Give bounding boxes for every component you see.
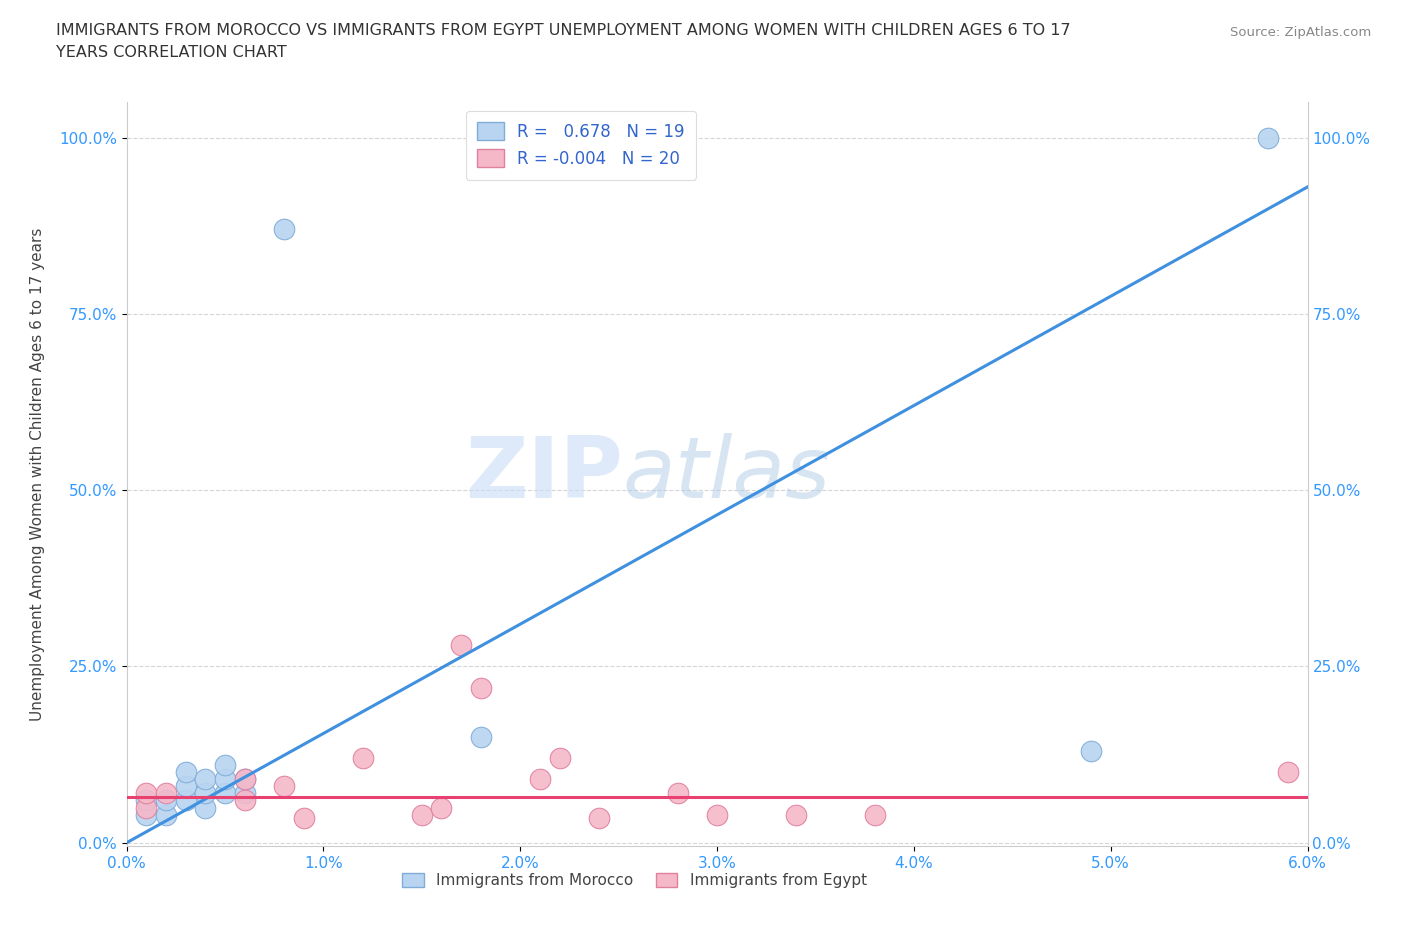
Point (450, 638, 472, 653)
Point (411, 807, 433, 822)
Point (785, 807, 807, 822)
Legend: Immigrants from Morocco, Immigrants from Egypt: Immigrants from Morocco, Immigrants from… (396, 867, 873, 895)
Point (470, 680, 492, 695)
Point (233, 772, 256, 787)
Point (135, 800, 157, 815)
Point (174, 779, 197, 794)
Point (194, 800, 217, 815)
Point (214, 786, 236, 801)
Text: IMMIGRANTS FROM MOROCCO VS IMMIGRANTS FROM EGYPT UNEMPLOYMENT AMONG WOMEN WITH C: IMMIGRANTS FROM MOROCCO VS IMMIGRANTS FR… (56, 23, 1071, 38)
Point (588, 811, 610, 826)
Point (273, 221, 295, 236)
Point (273, 779, 295, 794)
Point (174, 764, 197, 779)
Text: YEARS CORRELATION CHART: YEARS CORRELATION CHART (56, 45, 287, 60)
Y-axis label: Unemployment Among Women with Children Ages 6 to 17 years: Unemployment Among Women with Children A… (30, 228, 45, 721)
Point (135, 793, 157, 808)
Point (470, 729, 492, 744)
Point (292, 811, 315, 826)
Point (135, 807, 157, 822)
Text: Source: ZipAtlas.com: Source: ZipAtlas.com (1230, 26, 1371, 39)
Text: ZIP: ZIP (465, 432, 623, 516)
Point (135, 786, 157, 801)
Point (1080, 744, 1102, 759)
Point (155, 807, 177, 822)
Point (706, 807, 728, 822)
Point (1277, 764, 1299, 779)
Point (174, 793, 197, 808)
Point (233, 772, 256, 787)
Point (666, 786, 689, 801)
Point (233, 793, 256, 808)
Point (214, 772, 236, 787)
Point (529, 772, 551, 787)
Point (194, 772, 217, 787)
Point (863, 807, 886, 822)
Point (352, 751, 374, 765)
Point (430, 800, 453, 815)
Point (155, 786, 177, 801)
Text: atlas: atlas (623, 432, 831, 516)
Point (155, 793, 177, 808)
Point (233, 786, 256, 801)
Point (194, 786, 217, 801)
Point (214, 758, 236, 773)
Point (548, 751, 571, 765)
Point (1257, 130, 1279, 145)
